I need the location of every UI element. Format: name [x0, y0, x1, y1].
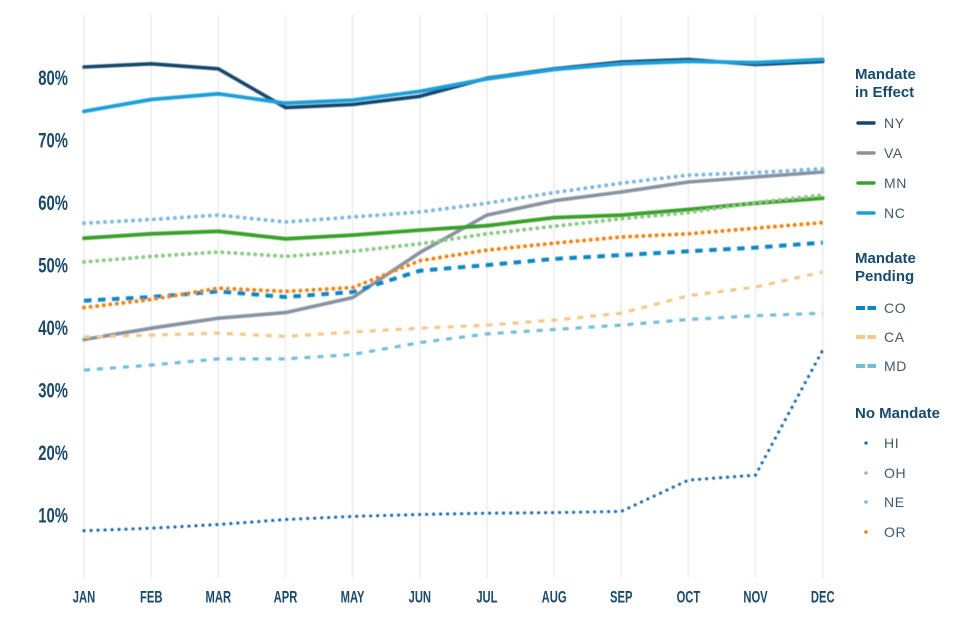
- svg-text:20%: 20%: [38, 440, 68, 464]
- svg-text:APR: APR: [274, 587, 298, 606]
- svg-text:FEB: FEB: [140, 587, 162, 606]
- svg-text:OCT: OCT: [677, 587, 701, 606]
- svg-text:40%: 40%: [38, 315, 68, 339]
- svg-text:JUN: JUN: [409, 587, 431, 606]
- svg-text:10%: 10%: [38, 503, 68, 527]
- svg-text:AUG: AUG: [542, 587, 567, 606]
- svg-text:30%: 30%: [38, 378, 68, 402]
- svg-text:80%: 80%: [38, 65, 68, 89]
- svg-text:70%: 70%: [38, 128, 68, 152]
- svg-text:MAY: MAY: [341, 587, 365, 606]
- svg-text:60%: 60%: [38, 190, 68, 214]
- svg-text:NOV: NOV: [743, 587, 768, 606]
- svg-text:DEC: DEC: [811, 587, 835, 606]
- svg-text:JAN: JAN: [73, 587, 95, 606]
- svg-text:50%: 50%: [38, 253, 68, 277]
- svg-text:MAR: MAR: [206, 587, 232, 606]
- svg-text:JUL: JUL: [476, 587, 497, 606]
- svg-text:SEP: SEP: [610, 587, 632, 606]
